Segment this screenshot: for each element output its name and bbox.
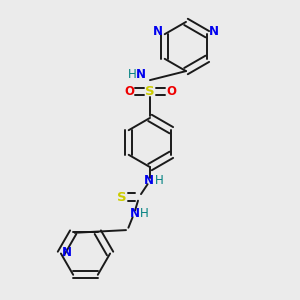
Text: S: S [117, 190, 126, 204]
Text: H: H [128, 68, 136, 82]
Text: S: S [145, 85, 155, 98]
Text: N: N [130, 207, 140, 220]
Text: H: H [154, 174, 164, 187]
Text: O: O [124, 85, 134, 98]
Text: H: H [140, 207, 148, 220]
Text: N: N [136, 68, 146, 82]
Text: N: N [209, 25, 219, 38]
Text: N: N [153, 25, 163, 38]
Text: N: N [143, 174, 154, 187]
Text: N: N [62, 245, 72, 259]
Text: O: O [166, 85, 176, 98]
